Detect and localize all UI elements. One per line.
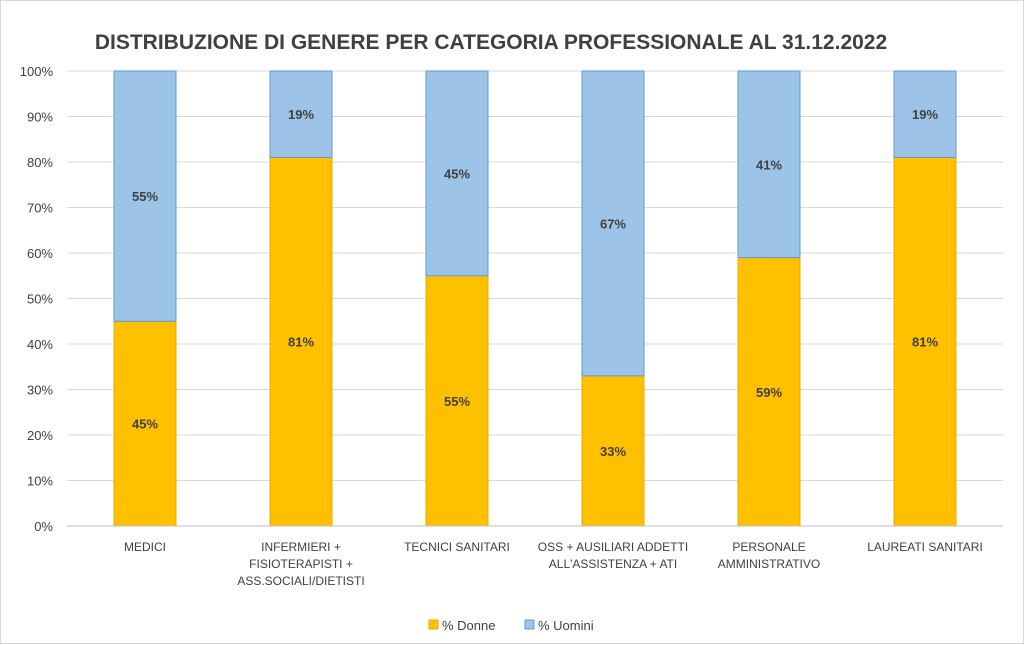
x-tick-label: FISIOTERAPISTI + xyxy=(249,557,353,571)
x-tick-label: LAUREATI SANITARI xyxy=(867,540,983,554)
y-tick-label: 20% xyxy=(27,428,53,443)
data-label: 41% xyxy=(756,157,782,172)
bar-segment xyxy=(425,70,489,277)
y-tick-label: 40% xyxy=(27,337,53,352)
x-tick-label: PERSONALE xyxy=(732,540,805,554)
legend: % Donne % Uomini xyxy=(428,618,594,633)
x-tick-label: AMMINISTRATIVO xyxy=(718,557,820,571)
x-tick-label: INFERMIERI + xyxy=(261,540,341,554)
bars: 45% 55% 81% 19% 55% 45% 33% 67% 59% 41% 81% 19% xyxy=(113,70,957,527)
x-tick-label: ASS.SOCIALI/DIETISTI xyxy=(237,574,364,588)
data-label: 19% xyxy=(288,107,314,122)
bar-segment xyxy=(737,257,801,527)
bar-segment xyxy=(893,156,957,527)
y-tick-label: 50% xyxy=(27,292,53,307)
y-tick-label: 100% xyxy=(20,64,54,79)
data-label: 45% xyxy=(132,417,158,432)
bar-segment xyxy=(113,70,177,322)
y-tick-label: 90% xyxy=(27,110,53,125)
y-axis: 0% 10% 20% 30% 40% 50% 60% 70% 80% 90% 100% xyxy=(20,64,54,534)
bar-segment xyxy=(113,320,177,527)
y-tick-label: 30% xyxy=(27,383,53,398)
data-label: 67% xyxy=(600,216,626,231)
data-label: 55% xyxy=(132,189,158,204)
x-tick-label: ALL'ASSISTENZA + ATI xyxy=(549,557,677,571)
data-label: 59% xyxy=(756,385,782,400)
bar-segment xyxy=(269,156,333,527)
y-tick-label: 80% xyxy=(27,155,53,170)
bar-segment xyxy=(581,375,645,527)
y-tick-label: 60% xyxy=(27,246,53,261)
y-tick-label: 10% xyxy=(27,474,53,489)
legend-swatch xyxy=(428,619,439,630)
x-tick-label: OSS + AUSILIARI ADDETTI xyxy=(538,540,688,554)
x-tick-label: MEDICI xyxy=(124,540,166,554)
bar-segment xyxy=(269,70,333,158)
data-label: 55% xyxy=(444,394,470,409)
legend-swatch xyxy=(524,619,535,630)
bar-segment xyxy=(737,70,801,259)
legend-label: % Donne xyxy=(442,618,495,633)
data-label: 45% xyxy=(444,166,470,181)
x-axis: MEDICI INFERMIERI + FISIOTERAPISTI + ASS.SO… xyxy=(67,525,1003,588)
data-label: 81% xyxy=(912,335,938,350)
y-tick-label: 70% xyxy=(27,201,53,216)
bar-segment xyxy=(581,70,645,377)
legend-label: % Uomini xyxy=(538,618,594,633)
x-tick-label: TECNICI SANITARI xyxy=(404,540,510,554)
y-tick-label: 0% xyxy=(34,519,53,534)
gridlines xyxy=(67,70,1003,527)
data-label: 81% xyxy=(288,335,314,350)
chart-title: DISTRIBUZIONE DI GENERE PER CATEGORIA PR… xyxy=(95,31,887,54)
bar-segment xyxy=(893,70,957,158)
data-label: 33% xyxy=(600,444,626,459)
data-label: 19% xyxy=(912,107,938,122)
